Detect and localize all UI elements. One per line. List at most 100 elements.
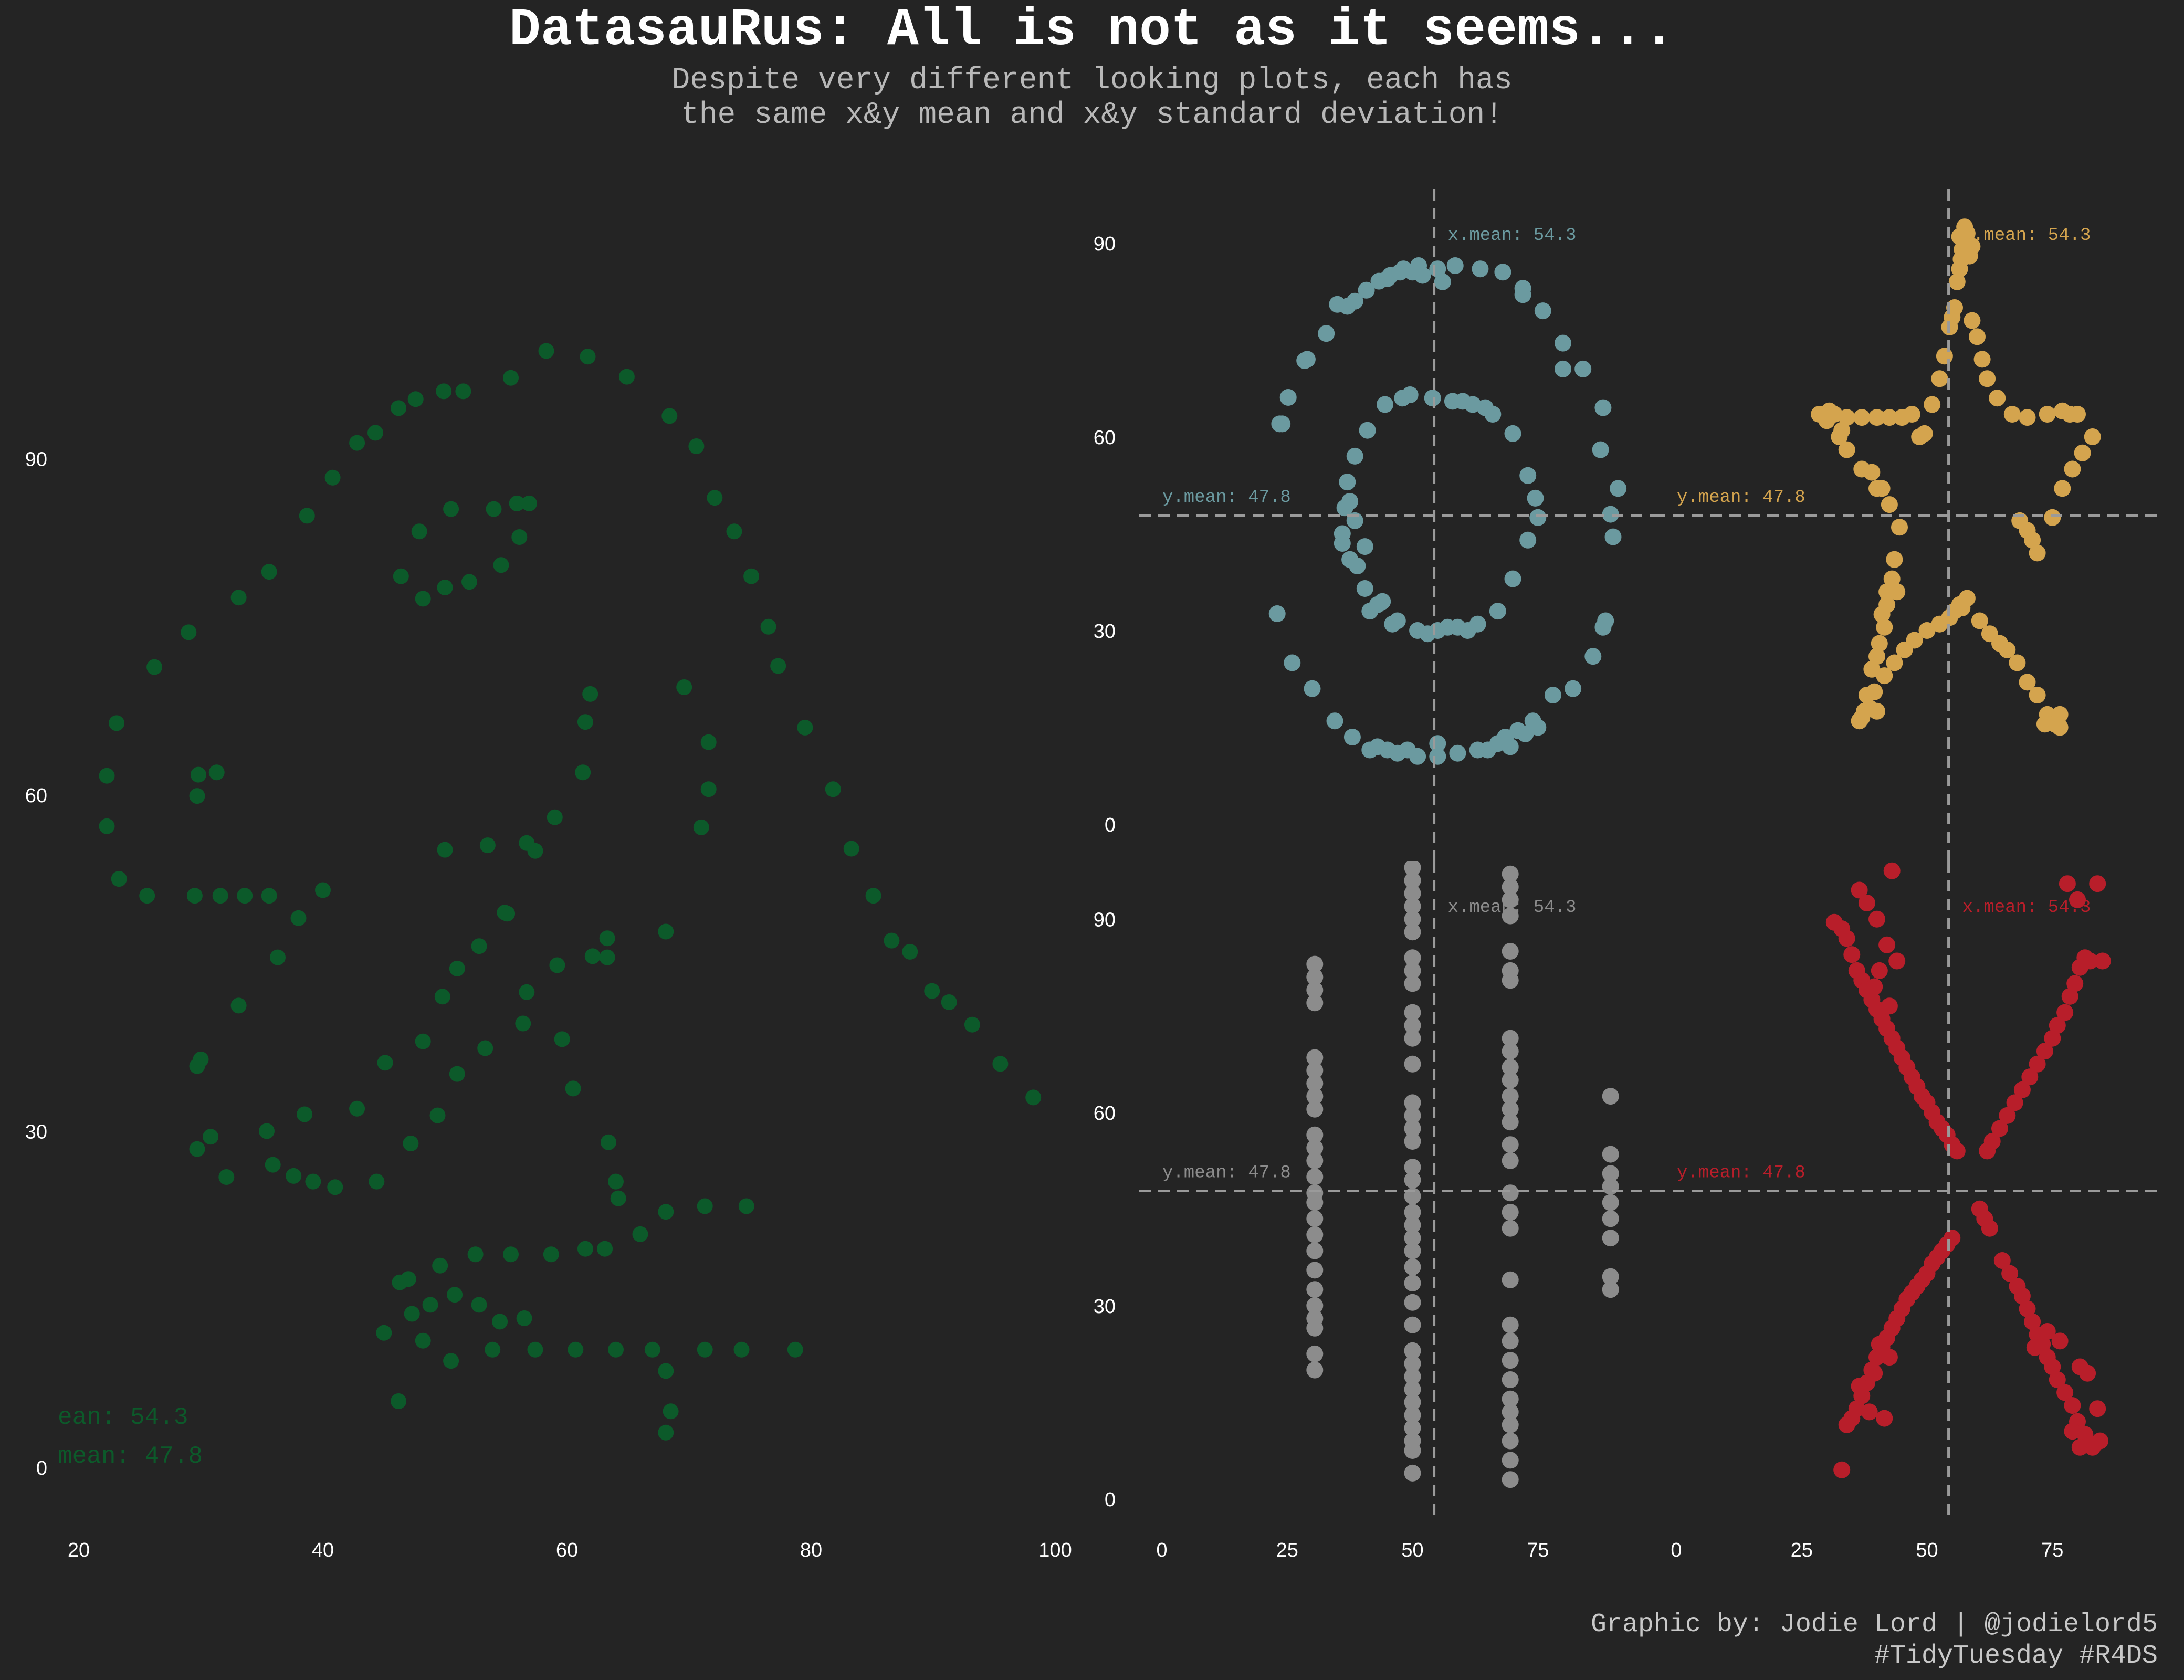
data-point — [1555, 334, 1571, 352]
data-point — [1361, 741, 1379, 759]
data-point — [479, 837, 496, 854]
data-point — [2049, 1371, 2066, 1388]
x-tick-label: 80 — [800, 1539, 822, 1561]
data-point — [349, 435, 365, 451]
data-point — [203, 1129, 219, 1145]
data-point — [1502, 878, 1519, 896]
data-point — [1404, 1107, 1421, 1124]
data-point — [1851, 881, 1868, 899]
data-point — [1866, 978, 1883, 995]
data-point — [1999, 1107, 2016, 1124]
data-point — [1459, 622, 1476, 639]
data-point — [377, 1055, 393, 1071]
data-point — [1404, 1464, 1421, 1482]
data-point — [1602, 1088, 1619, 1105]
data-point — [797, 719, 813, 736]
data-point — [1404, 1030, 1421, 1047]
data-point — [1404, 1216, 1421, 1234]
data-point — [407, 391, 424, 407]
data-point — [1502, 907, 1519, 925]
data-point — [349, 1100, 365, 1117]
data-point — [1502, 1316, 1519, 1334]
data-point — [259, 1123, 275, 1139]
data-point — [2092, 1432, 2108, 1450]
data-point — [1329, 296, 1346, 313]
data-point — [1868, 1349, 1885, 1366]
data-point — [688, 438, 705, 454]
data-point — [608, 1173, 624, 1190]
y-tick-label: 60 — [25, 785, 47, 807]
data-point — [865, 888, 881, 904]
data-point — [1404, 1171, 1421, 1189]
data-point — [1893, 409, 1910, 426]
data-point — [1404, 264, 1421, 281]
scatter-panels: 0 30 60 90 20 40 60 80 100 ean: 54.3 mean: 47.8 0 30… — [25, 189, 2163, 1561]
data-point — [1429, 735, 1446, 752]
points-dino — [99, 343, 1042, 1441]
data-point — [403, 1136, 419, 1151]
x-tick-label: 60 — [556, 1539, 578, 1561]
data-point — [1502, 738, 1519, 755]
data-point — [599, 949, 615, 965]
data-point — [1964, 238, 1981, 255]
data-point — [1306, 1049, 1324, 1066]
data-point — [1853, 409, 1871, 426]
data-point — [760, 618, 776, 635]
data-point — [461, 574, 477, 590]
data-point — [2089, 1400, 2106, 1418]
data-point — [1268, 605, 1286, 622]
data-point — [1404, 885, 1421, 902]
data-point — [1999, 641, 2016, 658]
data-point — [261, 888, 277, 904]
data-point — [1529, 719, 1547, 736]
points-v-lines — [1306, 861, 1619, 1488]
data-point — [2044, 1358, 2061, 1376]
data-point — [1404, 1381, 1421, 1398]
points-x-shape — [1825, 862, 2111, 1478]
data-point — [1833, 422, 1851, 439]
data-point — [376, 1325, 392, 1341]
data-point — [1993, 1252, 2011, 1269]
data-point — [2029, 1055, 2046, 1073]
data-point — [2001, 1265, 2019, 1282]
data-point — [1604, 528, 1622, 545]
data-point — [391, 400, 407, 416]
data-point — [1871, 962, 1888, 979]
data-point — [1306, 1262, 1324, 1279]
data-point — [1502, 1432, 1519, 1450]
data-point — [1391, 264, 1409, 281]
data-point — [1876, 618, 1893, 636]
data-point — [1886, 551, 1903, 568]
data-point — [415, 1033, 431, 1049]
data-point — [2081, 952, 2098, 970]
data-point — [580, 349, 596, 365]
data-point — [139, 888, 155, 904]
data-point — [1472, 260, 1489, 278]
data-point — [1502, 1088, 1519, 1105]
data-point — [2051, 1332, 2068, 1350]
x-mean-label: x.mean: 54.3 — [1448, 226, 1577, 246]
data-point — [1454, 393, 1471, 410]
data-point — [527, 1341, 543, 1358]
data-point — [1981, 1220, 1998, 1237]
data-point — [109, 715, 125, 731]
data-point — [1602, 1268, 1619, 1285]
data-point — [1502, 865, 1519, 883]
data-point — [601, 1134, 616, 1150]
data-point — [2064, 1423, 2081, 1440]
data-point — [99, 818, 115, 834]
data-point — [437, 580, 453, 595]
data-point — [1306, 1075, 1324, 1092]
data-point — [1356, 538, 1373, 555]
y-tick-label: 90 — [1094, 909, 1116, 931]
data-point — [1404, 1368, 1421, 1385]
data-point — [189, 1058, 205, 1074]
data-point — [2044, 1030, 2061, 1047]
data-point — [584, 948, 601, 964]
data-point — [1306, 1210, 1324, 1227]
data-point — [2026, 1339, 2043, 1356]
data-point — [1404, 923, 1421, 941]
x-tick-label: 50 — [1916, 1539, 1938, 1561]
data-point — [527, 843, 543, 859]
data-point — [1404, 1094, 1421, 1111]
